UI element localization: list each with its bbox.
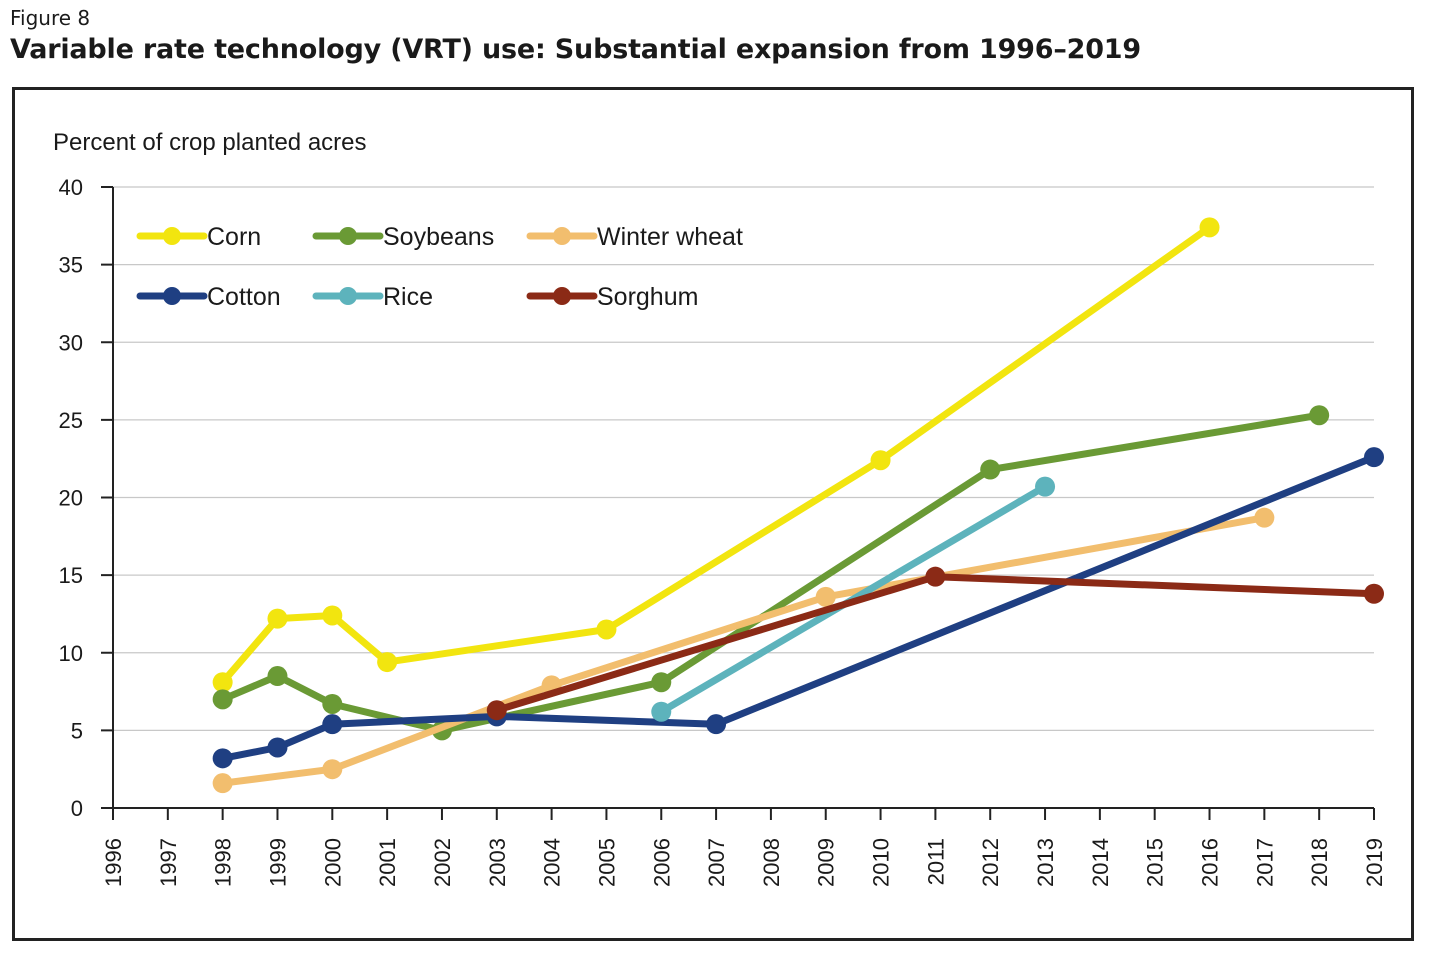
data-point (1309, 405, 1330, 426)
data-point (1364, 447, 1384, 468)
legend-item: Corn (136, 223, 261, 251)
legend-item: Winter wheat (526, 223, 743, 251)
y-tick-label: 40 (59, 175, 83, 200)
data-point (925, 566, 946, 587)
data-point (212, 689, 233, 710)
legend-item: Cotton (136, 283, 281, 311)
y-tick-label: 30 (59, 330, 83, 355)
legend-label: Winter wheat (597, 223, 743, 251)
data-point (815, 586, 836, 607)
legend-label: Corn (207, 223, 261, 251)
series-soybeans (212, 405, 1330, 741)
legend-swatch-marker (163, 287, 181, 305)
x-tick-label: 1997 (156, 838, 181, 887)
x-tick-label: 1999 (265, 838, 290, 887)
data-point (1035, 476, 1056, 497)
x-tick-label: 2003 (485, 838, 510, 887)
legend-label: Cotton (207, 283, 281, 311)
data-point (870, 450, 891, 471)
y-tick-label: 25 (59, 408, 83, 433)
data-point (267, 737, 288, 758)
y-tick-label: 0 (71, 796, 83, 821)
x-tick-label: 2017 (1252, 838, 1277, 887)
legend-swatch-marker (163, 227, 181, 245)
data-point (212, 773, 233, 794)
x-tick-label: 2002 (430, 838, 455, 887)
figure-title: Variable rate technology (VRT) use: Subs… (10, 34, 1141, 65)
x-tick-label: 2011 (923, 838, 948, 885)
x-tick-label: 2010 (869, 838, 894, 887)
legend-item: Rice (312, 283, 433, 311)
legend-swatch-marker (339, 287, 357, 305)
x-tick-label: 2014 (1088, 838, 1113, 887)
data-point (1254, 507, 1275, 528)
x-tick-label: 2012 (978, 838, 1003, 887)
x-tick-label: 2015 (1143, 838, 1168, 887)
data-point (706, 714, 727, 735)
data-point (651, 701, 672, 722)
series-sorghum (486, 566, 1384, 721)
legend-label: Soybeans (383, 223, 494, 251)
x-tick-label: 2019 (1362, 838, 1387, 887)
y-tick-label: 20 (59, 486, 83, 511)
legend-item: Sorghum (526, 283, 698, 311)
data-point (322, 714, 343, 735)
legend-swatch-marker (339, 227, 357, 245)
series-corn (212, 217, 1220, 693)
series-lines (212, 217, 1384, 794)
data-point (322, 693, 343, 714)
figure-label: Figure 8 (10, 6, 91, 30)
y-tick-label: 15 (59, 563, 83, 588)
data-point (212, 748, 233, 769)
data-point (267, 666, 288, 687)
x-tick-label: 2000 (320, 838, 345, 887)
data-point (377, 652, 398, 673)
x-tick-label: 2006 (649, 838, 674, 887)
x-tick-label: 2007 (704, 838, 729, 887)
x-tick-label: 2018 (1307, 838, 1332, 887)
data-point (596, 619, 617, 640)
x-tick-label: 1998 (211, 838, 236, 887)
x-tick-label: 2004 (540, 838, 565, 887)
x-tick-label: 2013 (1033, 838, 1058, 887)
data-point (322, 605, 343, 626)
y-tick-label: 10 (59, 641, 83, 666)
data-point (1364, 583, 1384, 604)
y-axis-label: Percent of crop planted acres (53, 129, 367, 156)
data-point (322, 759, 343, 780)
series-line (219, 514, 1268, 787)
data-point (486, 700, 507, 721)
data-point (651, 672, 672, 693)
x-tick-label: 2016 (1198, 838, 1223, 887)
x-tick-label: 2009 (814, 838, 839, 887)
legend-label: Rice (383, 283, 433, 311)
x-tick-label: 2005 (594, 838, 619, 887)
legend-item: Soybeans (312, 223, 494, 251)
series-line (219, 411, 1323, 734)
y-tick-label: 35 (59, 253, 83, 278)
data-point (980, 459, 1001, 480)
legend-swatch-marker (553, 287, 571, 305)
data-point (267, 608, 288, 629)
chart-frame (12, 87, 1414, 941)
data-point (212, 672, 233, 693)
legend-label: Sorghum (597, 283, 698, 311)
axes: 0 5 10 15 20 25 30 35 40 1996 1997 1998 1999 2000 2001… (59, 175, 1387, 887)
x-tick-label: 1996 (101, 838, 126, 887)
y-tick-label: 5 (71, 718, 83, 743)
x-tick-label: 2001 (375, 838, 400, 887)
legend-swatch-marker (553, 227, 571, 245)
x-tick-label: 2008 (759, 838, 784, 887)
gridlines (113, 186, 1374, 731)
legend: Corn Soybeans Winter wheat Cotton Rice Sorghu… (136, 223, 743, 311)
data-point (1199, 217, 1220, 238)
